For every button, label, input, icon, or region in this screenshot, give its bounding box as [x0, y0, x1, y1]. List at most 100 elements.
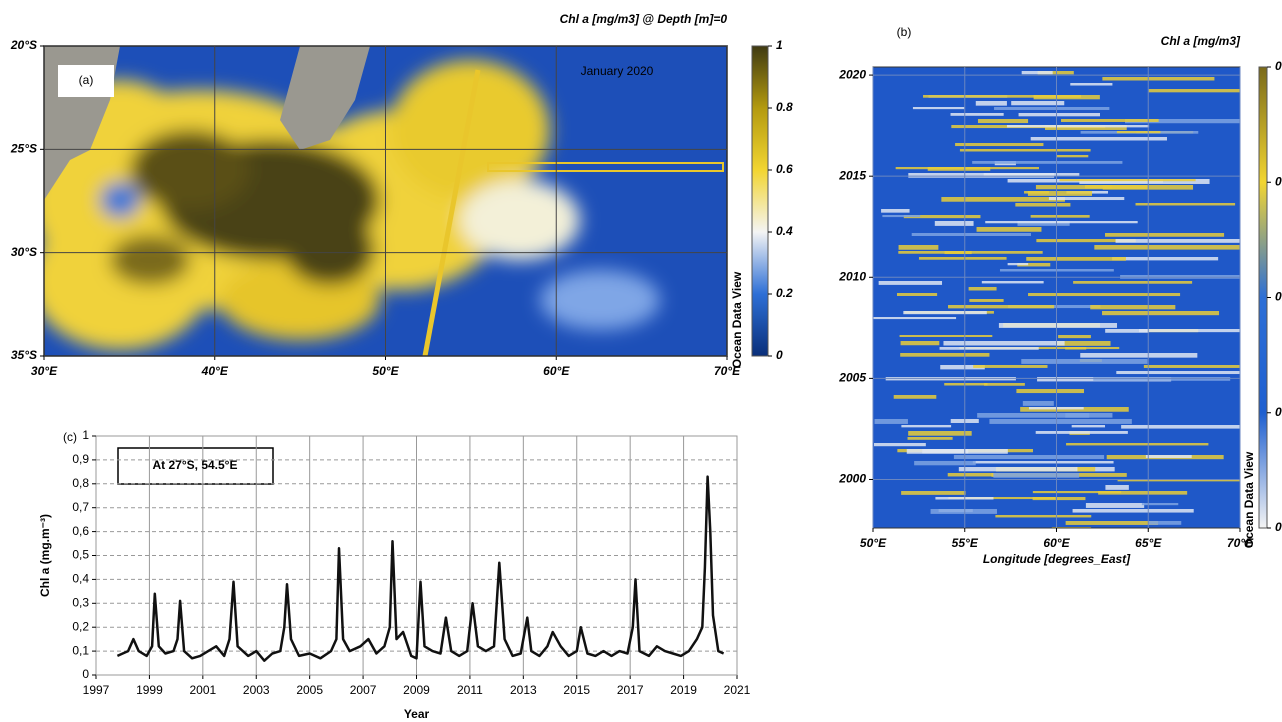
streak: [1148, 521, 1182, 525]
x-axis-label: Longitude [degrees_East]: [983, 552, 1131, 566]
x-tick-label: 65°E: [1135, 536, 1162, 550]
x-tick-label: 2013: [510, 683, 537, 697]
x-tick-label: 2019: [670, 683, 697, 697]
colorbar-tick-label: 0.: [1275, 290, 1282, 304]
colorbar-tick-label: 0: [776, 348, 783, 362]
y-tick-label: 2005: [838, 371, 866, 385]
streak: [1079, 179, 1210, 184]
colorbar-tick-label: 0.: [1275, 174, 1282, 188]
streak: [973, 365, 1048, 368]
x-axis-label: Year: [404, 707, 430, 721]
streak: [1072, 509, 1194, 513]
streak: [912, 107, 965, 110]
streak: [1135, 203, 1236, 206]
streak: [911, 233, 1031, 237]
streak: [1115, 239, 1240, 243]
streak: [1104, 233, 1225, 237]
streak: [1032, 497, 1086, 501]
streak: [998, 323, 1118, 328]
watermark: Ocean Data View: [730, 271, 744, 368]
x-tick-label: 70°E: [1227, 536, 1254, 550]
streak: [1125, 119, 1240, 124]
streak: [1073, 281, 1193, 284]
x-tick-label: 2021: [724, 683, 751, 697]
y-tick-label: 2000: [838, 472, 866, 486]
streak: [1060, 119, 1159, 122]
streak: [1055, 341, 1111, 346]
streak: [1033, 95, 1100, 100]
y-tick-label: 2015: [838, 168, 866, 182]
streak: [1141, 503, 1179, 506]
y-tick-label: 0,6: [72, 524, 89, 538]
streak: [993, 473, 1080, 478]
panel-label: (c): [63, 430, 77, 444]
streak: [874, 443, 926, 447]
streak: [989, 419, 1132, 424]
streak: [1028, 293, 1181, 297]
streak: [1105, 485, 1129, 490]
y-tick-label: 25°S: [10, 142, 37, 156]
y-tick-label: 1: [82, 428, 89, 442]
streak: [874, 419, 908, 424]
streak: [930, 509, 997, 514]
y-axis-label: Chl a (mg.m⁻³): [38, 514, 52, 597]
streak: [1058, 335, 1091, 339]
streak: [1016, 389, 1085, 394]
streak: [941, 197, 1065, 202]
y-tick-label: 0,5: [72, 548, 89, 562]
streak: [1084, 185, 1113, 189]
streak: [1056, 155, 1089, 158]
streak: [1030, 215, 1090, 218]
streak: [943, 341, 1065, 346]
y-tick-label: 35°S: [11, 348, 37, 362]
annotation: At 27°S, 54.5°E: [153, 458, 238, 472]
streak: [1112, 257, 1219, 261]
streak: [1017, 221, 1070, 226]
y-tick-label: 30°S: [11, 245, 37, 259]
streak: [959, 149, 1091, 152]
streak: [976, 227, 1042, 232]
streak: [948, 497, 1056, 500]
streak: [1138, 329, 1240, 333]
x-tick-label: 60°E: [543, 364, 570, 378]
streak: [901, 491, 966, 495]
streak: [977, 413, 1090, 418]
x-tick-label: 50°E: [860, 536, 887, 550]
x-tick-label: 2007: [350, 683, 377, 697]
streak: [1085, 503, 1145, 508]
streak: [881, 209, 910, 213]
streak: [1102, 77, 1215, 81]
colorbar-tick-label: 0: [1275, 520, 1282, 534]
x-tick-label: 60°E: [1043, 536, 1070, 550]
streak: [927, 167, 991, 171]
streak: [1011, 101, 1065, 106]
streak: [1022, 401, 1054, 406]
y-tick-label: 0,7: [72, 500, 89, 514]
streak: [1065, 521, 1159, 525]
streak: [950, 113, 1004, 116]
streak: [1116, 131, 1161, 134]
streak: [1148, 89, 1240, 93]
streak: [1116, 371, 1240, 375]
streak: [1121, 425, 1240, 429]
streak: [994, 107, 1110, 110]
heatmap-image: [873, 67, 1240, 528]
streak: [1071, 425, 1106, 428]
streak: [907, 437, 953, 440]
streak: [1070, 83, 1113, 86]
colorbar-tick-label: 1: [776, 38, 783, 52]
streak: [1143, 365, 1240, 368]
x-tick-label: 1999: [136, 683, 163, 697]
streak: [1032, 491, 1122, 494]
streak: [1145, 455, 1192, 459]
streak: [896, 293, 938, 296]
streak: [1018, 113, 1100, 117]
panel-label: (b): [897, 25, 912, 39]
streak: [1094, 245, 1240, 250]
annotation: January 2020: [581, 64, 654, 78]
x-tick-label: 2017: [617, 683, 644, 697]
x-tick-label: 1997: [83, 683, 110, 697]
streak: [1117, 479, 1240, 482]
streak: [903, 215, 981, 219]
streak: [955, 143, 1044, 147]
